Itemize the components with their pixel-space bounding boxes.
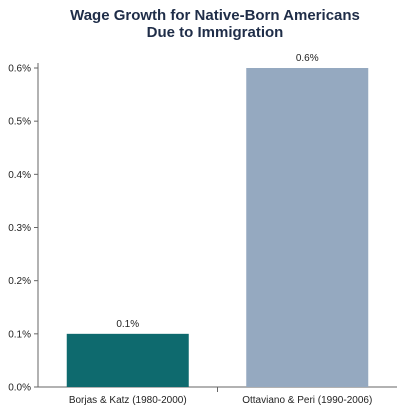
y-tick-label: 0.4% [8, 170, 31, 181]
y-tick-label: 0.2% [8, 276, 31, 287]
y-tick-label: 0.6% [8, 64, 31, 75]
plot-area: 0.0% 0.1% 0.2% 0.3% 0.4% 0.5% 0.6% 0.1% Borjas &… [8, 53, 397, 406]
chart-title-line-2: Due to Immigration [147, 24, 284, 41]
y-tick-label: 0.3% [8, 223, 31, 234]
y-tick-label: 0.5% [8, 117, 31, 128]
bar-data-label: 0.1% [116, 319, 139, 330]
chart-title-line-1: Wage Growth for Native-Born Americans [70, 7, 360, 24]
y-tick-label: 0.1% [8, 329, 31, 340]
bar [246, 68, 369, 387]
bar [66, 333, 189, 387]
bar-data-label: 0.6% [296, 53, 319, 64]
x-category-label: Ottaviano & Peri (1990-2006) [242, 395, 372, 406]
y-tick-label: 0.0% [8, 383, 31, 394]
x-category-label: Borjas & Katz (1980-2000) [69, 395, 187, 406]
